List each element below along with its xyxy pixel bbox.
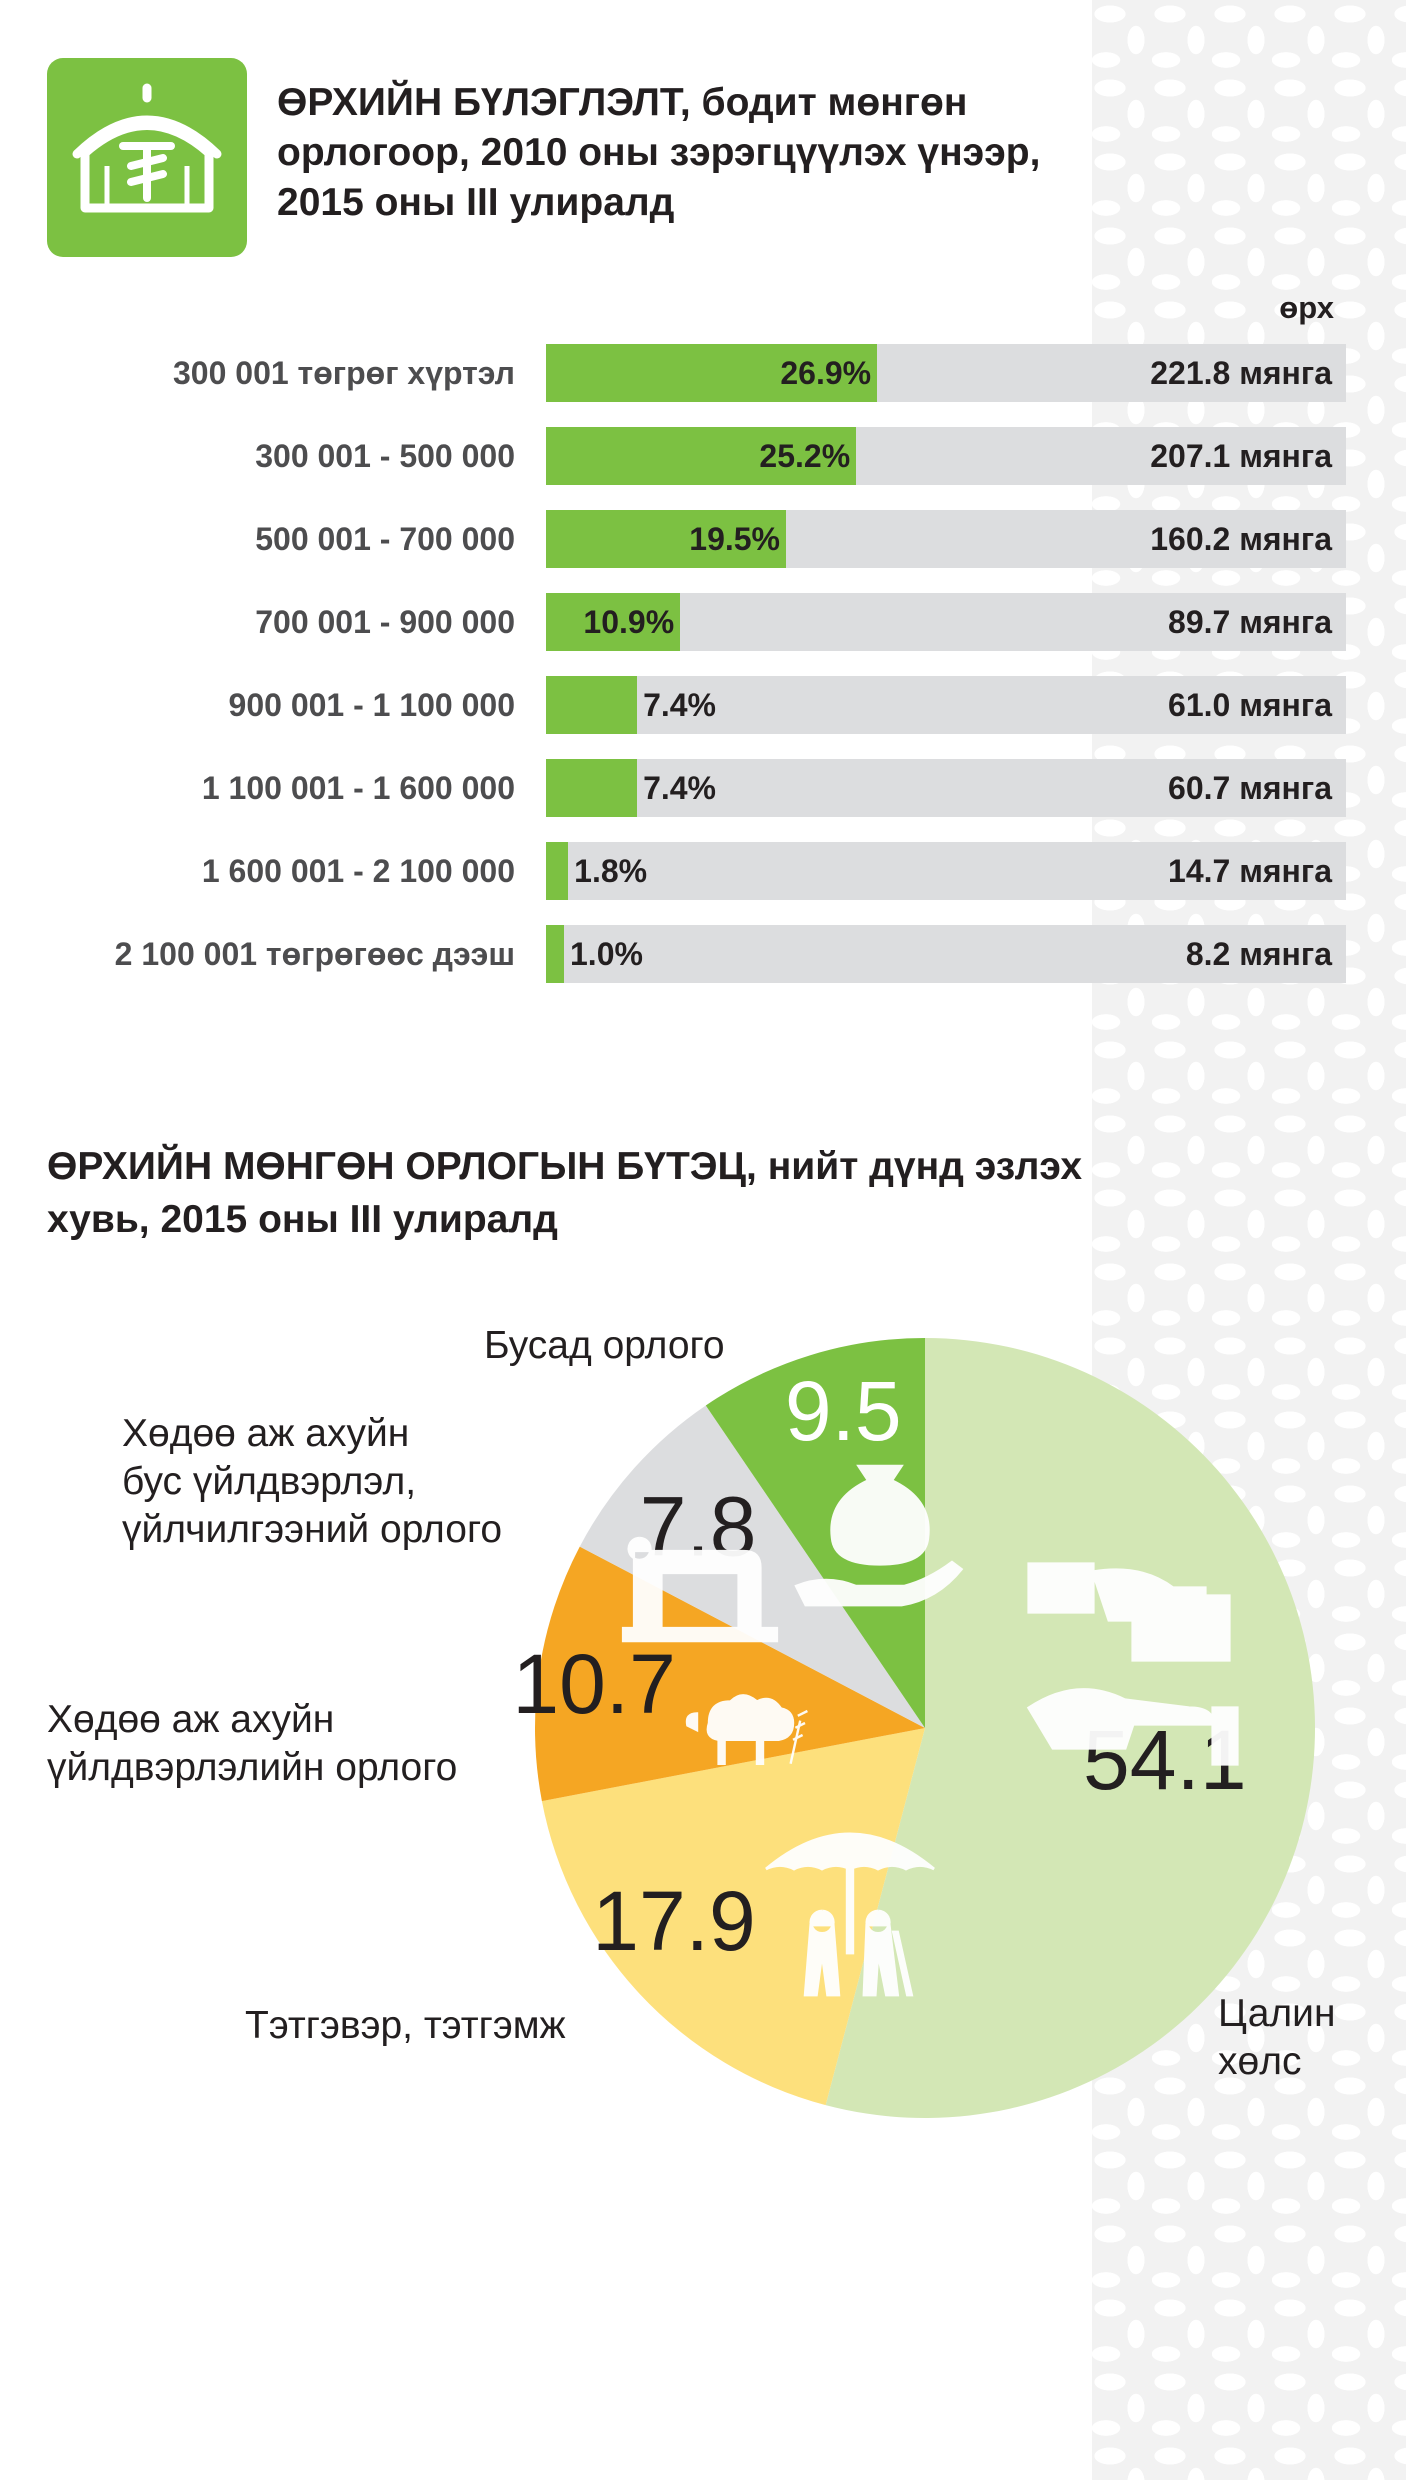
- pie-chart-title: ӨРХИЙН МӨНГӨН ОРЛОГЫН БҮТЭЦ, нийт дүнд э…: [47, 1145, 1083, 1241]
- elderly-umbrella-icon: [765, 1832, 935, 1997]
- pie-slice: [535, 1546, 925, 1802]
- label-line: үйлчилгээний орлого: [122, 1508, 503, 1551]
- bar-row: 1 600 001 - 2 100 000 1.8% 14.7 мянга: [0, 842, 1406, 900]
- bar-row: 500 001 - 700 000 19.5% 160.2 мянга: [0, 510, 1406, 568]
- pie-slice: [541, 1728, 925, 2106]
- bar-category-label: 1 100 001 - 1 600 000: [201, 770, 515, 806]
- household-count-label: 61.0 мянга: [1168, 687, 1332, 723]
- bar-category-label: 700 001 - 900 000: [255, 604, 515, 640]
- bar: [546, 759, 638, 817]
- bar-track: 7.4% 61.0 мянга: [546, 676, 1346, 734]
- label-pension: Тэтгэвэр, тэтгэмж: [245, 2002, 566, 2050]
- bar-category-label: 300 001 - 500 000: [255, 438, 515, 474]
- bar-track: 19.5% 160.2 мянга: [546, 510, 1346, 568]
- household-count-label: 14.7 мянга: [1168, 853, 1332, 889]
- bar: [546, 925, 564, 983]
- bar: [546, 593, 681, 651]
- household-count-label: 207.1 мянга: [1150, 438, 1332, 474]
- household-count-label: 8.2 мянга: [1185, 936, 1332, 972]
- pie-value-label: 10.7: [512, 1637, 676, 1731]
- bar: [546, 510, 786, 568]
- bar: [546, 676, 638, 734]
- bar-percent-label: 7.4%: [643, 770, 716, 806]
- household-count-label: 60.7 мянга: [1168, 770, 1332, 806]
- bar-percent-label: 10.9%: [583, 604, 675, 640]
- label-nonagri-income: Хөдөө аж ахуйн бус үйлдвэрлэл, үйлчилгээ…: [122, 1410, 502, 1554]
- bar-track: 7.4% 60.7 мянга: [546, 759, 1346, 817]
- household-count-label: 160.2 мянга: [1150, 521, 1332, 557]
- bar-category-label: 1 600 001 - 2 100 000: [201, 853, 515, 889]
- ger-tugrik-icon: [47, 58, 247, 257]
- decorative-pattern: [1092, 0, 1406, 2480]
- bar-row: 900 001 - 1 100 000 7.4% 61.0 мянга: [0, 676, 1406, 734]
- bar: [546, 427, 857, 485]
- bar-percent-label: 1.0%: [570, 936, 643, 972]
- label-line: Хөдөө аж ахуйн: [47, 1698, 335, 1741]
- label-wages: Цалин хөлс: [1218, 1990, 1335, 2086]
- pie-value-label: 9.5: [785, 1364, 902, 1458]
- bar: [546, 842, 569, 900]
- sewing-machine-icon: [621, 1536, 779, 1643]
- bar-row: 2 100 001 төгрөгөөс дээш 1.0% 8.2 мянга: [0, 925, 1406, 983]
- label-line: бус үйлдвэрлэл,: [122, 1460, 417, 1503]
- bar-percent-label: 25.2%: [759, 438, 851, 474]
- bar-row: 700 001 - 900 000 10.9% 89.7 мянга: [0, 593, 1406, 651]
- label-other-income: Бусад орлого: [484, 1322, 725, 1370]
- label-line: Бусад орлого: [484, 1324, 725, 1367]
- bar-category-label: 500 001 - 700 000: [255, 521, 515, 557]
- label-line: Цалин: [1218, 1992, 1336, 2035]
- sheep-wheat-icon: [685, 1694, 808, 1766]
- label-line: Тэтгэвэр, тэтгэмж: [245, 2004, 566, 2047]
- bar: [546, 344, 878, 402]
- household-count-label: 89.7 мянга: [1168, 604, 1332, 640]
- bar-track: 1.0% 8.2 мянга: [546, 925, 1346, 983]
- income-structure-pie-chart: 54.117.910.77.89.5: [512, 1338, 1315, 2118]
- bar-category-label: 900 001 - 1 100 000: [228, 687, 515, 723]
- money-bag-hand-icon: [794, 1464, 964, 1607]
- bar-percent-label: 7.4%: [643, 687, 716, 723]
- pie-value-label: 17.9: [592, 1874, 756, 1968]
- label-line: Хөдөө аж ахуйн: [122, 1412, 410, 1455]
- bar-category-label: 300 001 төгрөг хүртэл: [172, 355, 515, 391]
- bar-percent-label: 1.8%: [574, 853, 648, 889]
- hand-money-icon: [1026, 1562, 1239, 1766]
- unit-label: өрх: [1279, 290, 1334, 325]
- bar-row: 300 001 төгрөг хүртэл 26.9% 221.8 мянга: [0, 344, 1406, 402]
- label-line: хөлс: [1218, 2040, 1302, 2083]
- label-agri-income: Хөдөө аж ахуйн үйлдвэрлэлийн орлого: [47, 1696, 457, 1792]
- bar-track: 25.2% 207.1 мянга: [546, 427, 1346, 485]
- bar-track: 1.8% 14.7 мянга: [546, 842, 1346, 900]
- bar-category-label: 2 100 001 төгрөгөөс дээш: [114, 936, 515, 972]
- bar-row: 1 100 001 - 1 600 000 7.4% 60.7 мянга: [0, 759, 1406, 817]
- bar-percent-label: 26.9%: [780, 355, 872, 391]
- bar-percent-label: 19.5%: [689, 521, 780, 557]
- pie-slice: [705, 1338, 925, 1728]
- bar-track: 26.9% 221.8 мянга: [546, 344, 1346, 402]
- bar-row: 300 001 - 500 000 25.2% 207.1 мянга: [0, 427, 1406, 485]
- household-count-label: 221.8 мянга: [1150, 355, 1332, 391]
- label-line: үйлдвэрлэлийн орлого: [47, 1746, 458, 1789]
- bar-chart-title: ӨРХИЙН БҮЛЭГЛЭЛТ, бодит мөнгөн орлогоор,…: [277, 81, 1041, 224]
- bar-track: 10.9% 89.7 мянга: [546, 593, 1346, 651]
